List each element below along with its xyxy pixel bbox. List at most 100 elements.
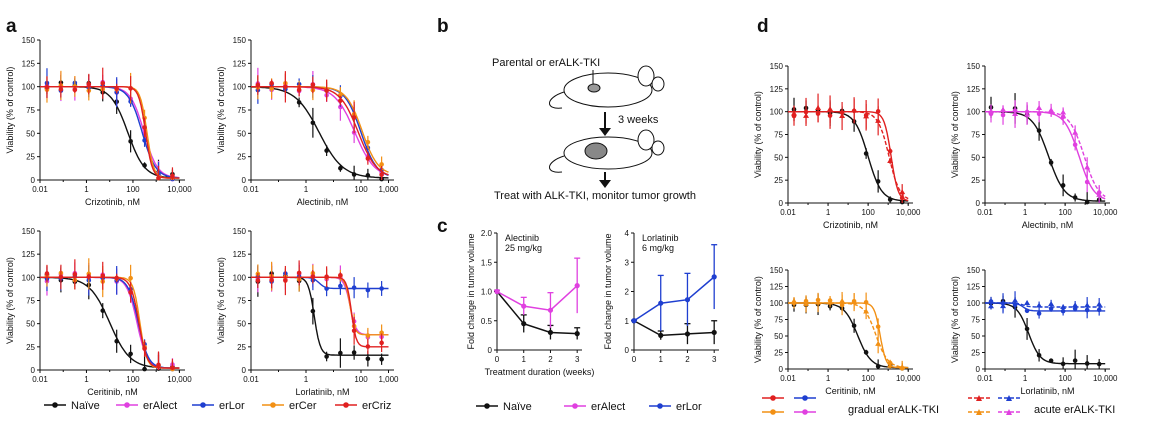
y-tick-label: 75 <box>26 297 35 306</box>
y-tick-label: 0.5 <box>481 317 493 326</box>
data-point <box>324 286 329 291</box>
data-point <box>100 308 106 313</box>
y-tick-label: 1 <box>625 317 630 326</box>
data-point <box>156 175 161 181</box>
series-line <box>633 320 715 337</box>
data-point <box>851 299 858 305</box>
data-point <box>1048 107 1055 113</box>
x-tick-label: 2 <box>685 355 690 364</box>
fit-curve <box>788 111 909 200</box>
data-point <box>338 165 343 171</box>
legend-marker <box>1006 409 1012 415</box>
data-point <box>170 365 175 371</box>
data-point <box>1024 326 1030 332</box>
series-acute <box>788 93 909 201</box>
data-point <box>365 139 371 145</box>
x-axis-label: Alectinib, nM <box>297 197 349 207</box>
y-tick-label: 125 <box>233 59 247 68</box>
legend-marker <box>802 409 808 415</box>
series-eralect <box>494 257 581 328</box>
y-tick-label: 0 <box>488 346 493 355</box>
x-tick-label: 0 <box>632 355 637 364</box>
y-tick-label: 50 <box>26 129 35 138</box>
legend-marker <box>343 402 349 408</box>
series-ercriz <box>251 260 389 355</box>
y-tick-label: 25 <box>971 176 980 185</box>
x-tick-label: 1,000 <box>378 375 399 384</box>
y-tick-label: 0 <box>779 199 784 208</box>
data-point <box>379 172 384 178</box>
data-point <box>58 274 64 280</box>
y-tick-label: 0 <box>976 199 981 208</box>
data-point <box>1072 129 1079 135</box>
arrow-head-1 <box>599 128 611 136</box>
y-tick-label: 100 <box>233 83 247 92</box>
data-point <box>658 300 664 306</box>
data-point <box>114 338 119 344</box>
data-point <box>875 179 881 184</box>
data-point <box>1060 304 1067 310</box>
legend-label-acute: acute erALK-TKI <box>1034 404 1115 416</box>
series-line <box>496 291 578 335</box>
y-tick-label: 150 <box>233 36 247 45</box>
data-point <box>684 331 691 337</box>
x-tick-label: 3 <box>575 355 580 364</box>
data-point <box>379 162 384 167</box>
y-tick-label: 4 <box>625 229 630 238</box>
x-tick-label: 10,000 <box>896 208 921 217</box>
x-tick-label: 100 <box>861 374 875 383</box>
data-point <box>1072 142 1078 148</box>
data-point <box>631 318 637 324</box>
panel-label-d: d <box>757 16 769 37</box>
y-tick-label: 100 <box>770 299 784 308</box>
data-point <box>711 329 717 336</box>
data-point <box>803 300 810 306</box>
data-point <box>142 125 147 130</box>
data-point <box>365 356 371 362</box>
fit-curve <box>985 302 1106 308</box>
data-point <box>324 354 329 359</box>
data-point <box>72 272 78 277</box>
legend-marker <box>802 395 808 401</box>
legends-layer: Naïve erAlect erLor erCer erCriz Naïve erAlect… <box>44 395 1115 416</box>
y-tick-label: 150 <box>770 62 784 71</box>
x-axis-label: Crizotinib, nM <box>85 197 140 207</box>
y-axis-label: Fold change in tumor volume <box>603 233 613 349</box>
x-tick-label: 10,000 <box>167 375 192 384</box>
chart-d1: 0 25 50 75 100 125 150 0.01 1 100 10,000 Crizotinib… <box>753 62 921 230</box>
data-point <box>269 277 274 283</box>
y-tick-label: 3 <box>625 258 630 267</box>
data-point <box>365 173 371 178</box>
data-point <box>338 104 343 110</box>
chart-a1: 0 25 50 75 100 125 150 0.01 1 100 10,000 Crizotinib… <box>5 36 192 207</box>
legend-marker <box>657 403 663 409</box>
panel-label-c: c <box>437 216 448 237</box>
y-tick-label: 125 <box>22 59 36 68</box>
x-tick-label: 100 <box>1058 374 1072 383</box>
arrow-head-2 <box>599 180 611 188</box>
y-axis-label: Viability (% of control) <box>216 257 226 344</box>
data-point <box>379 356 384 362</box>
data-point <box>1000 106 1007 112</box>
chart-c1: 0 0.5 1.0 1.5 2.0 0 1 2 3 Treatment duration (wee… <box>466 229 594 377</box>
y-tick-label: 50 <box>26 320 35 329</box>
y-tick-label: 150 <box>770 266 784 275</box>
diagram-top-label: Parental or erALK-TKI <box>492 57 600 69</box>
experiment-diagram: Parental or erALK-TKI 3 weeks Treat with… <box>492 57 696 202</box>
y-tick-label: 100 <box>233 273 247 282</box>
x-tick-label: 0 <box>495 355 500 364</box>
x-tick-label: 1 <box>304 375 309 384</box>
data-point <box>863 350 869 355</box>
data-point <box>351 172 357 177</box>
legend-marker <box>572 403 578 409</box>
x-tick-label: 1 <box>659 355 664 364</box>
x-tick-label: 1 <box>522 355 527 364</box>
chart-d4: 0 25 50 75 100 125 150 0.01 1 100 10,000 Lorlatinib… <box>950 266 1118 396</box>
data-point <box>255 82 261 88</box>
data-point <box>815 299 822 305</box>
data-point <box>283 84 288 90</box>
x-tick-label: 100 <box>1058 208 1072 217</box>
data-point <box>899 364 906 370</box>
data-point <box>803 112 810 118</box>
